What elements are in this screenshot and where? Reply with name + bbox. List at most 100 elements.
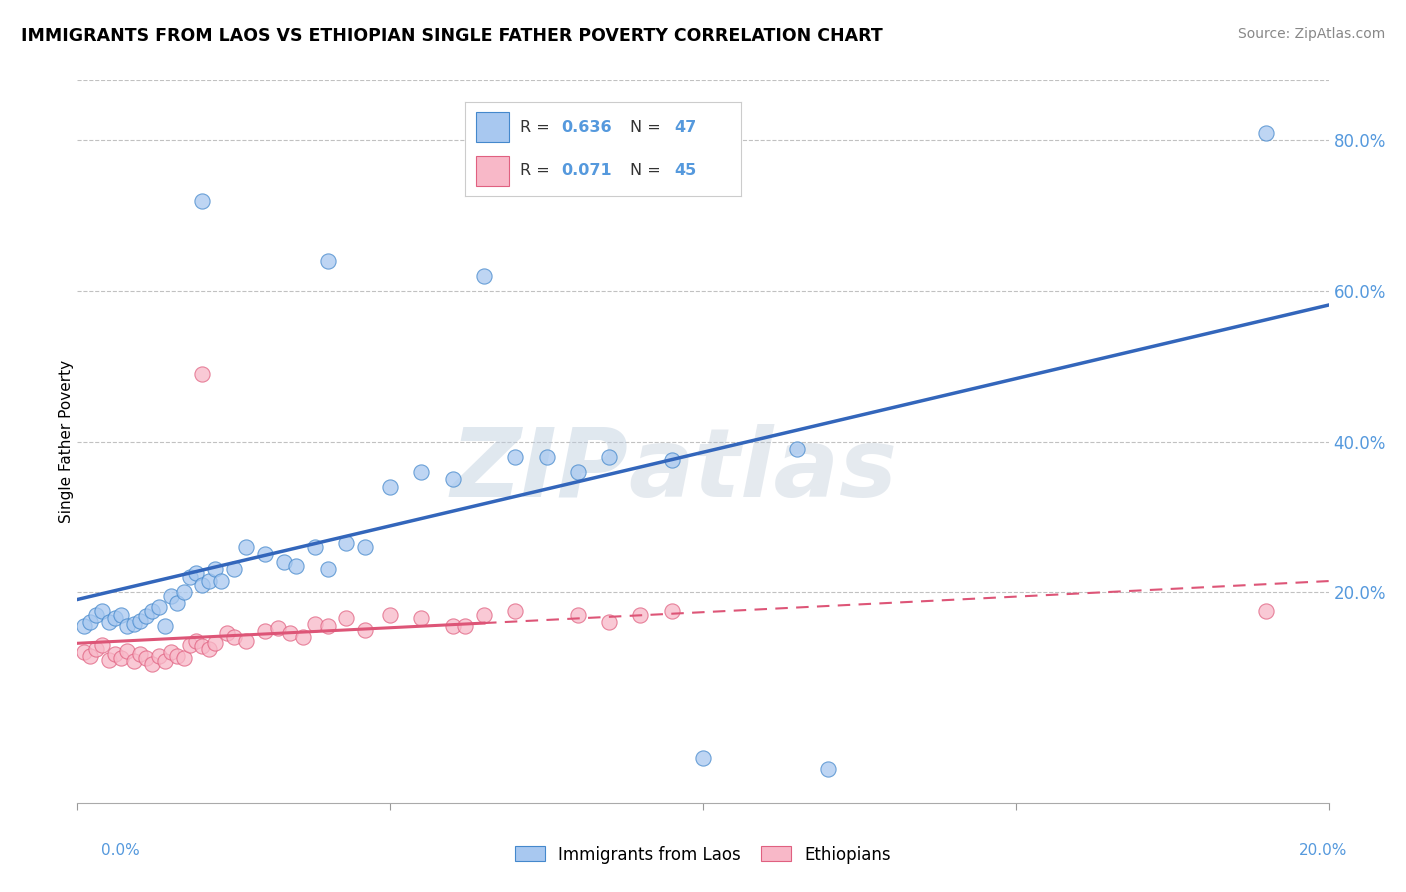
Point: [454, 619, 477, 633]
Point: [291, 630, 314, 644]
Point: [91, 604, 114, 618]
Point: [472, 268, 495, 283]
Point: [97, 653, 120, 667]
Point: [316, 253, 339, 268]
Point: [661, 604, 683, 618]
Point: [204, 636, 226, 650]
Point: [253, 548, 276, 562]
Point: [472, 607, 495, 622]
Text: ZIP: ZIP: [450, 424, 628, 517]
Point: [191, 367, 214, 381]
Point: [567, 607, 589, 622]
Point: [285, 558, 308, 573]
Point: [266, 621, 288, 635]
Point: [135, 651, 157, 665]
Text: IMMIGRANTS FROM LAOS VS ETHIOPIAN SINGLE FATHER POVERTY CORRELATION CHART: IMMIGRANTS FROM LAOS VS ETHIOPIAN SINGLE…: [21, 27, 883, 45]
Point: [153, 619, 176, 633]
Point: [273, 555, 295, 569]
Point: [197, 641, 219, 656]
Point: [505, 450, 527, 464]
Point: [148, 600, 170, 615]
Point: [335, 536, 357, 550]
Point: [630, 607, 652, 622]
Point: [141, 604, 163, 618]
Point: [110, 651, 132, 665]
Point: [129, 614, 152, 628]
Point: [505, 604, 527, 618]
Point: [191, 639, 214, 653]
Point: [84, 607, 107, 622]
Point: [304, 616, 326, 631]
Point: [1254, 604, 1277, 618]
Point: [1254, 126, 1277, 140]
Point: [204, 562, 226, 576]
Point: [411, 465, 433, 479]
Point: [598, 450, 620, 464]
Point: [661, 453, 683, 467]
Point: [354, 623, 377, 637]
Point: [122, 654, 145, 668]
Point: [97, 615, 120, 630]
Point: [304, 540, 326, 554]
Point: [148, 648, 170, 663]
Point: [153, 654, 176, 668]
Text: 0.0%: 0.0%: [101, 843, 141, 858]
Point: [197, 574, 219, 588]
Point: [441, 619, 464, 633]
Point: [411, 611, 433, 625]
Point: [186, 566, 208, 581]
Point: [191, 194, 214, 208]
Point: [72, 645, 94, 659]
Point: [222, 562, 245, 576]
Point: [160, 645, 183, 659]
Point: [692, 750, 714, 764]
Point: [135, 609, 157, 624]
Text: 20.0%: 20.0%: [1299, 843, 1347, 858]
Point: [117, 644, 139, 658]
Point: [129, 647, 152, 661]
Point: [316, 619, 339, 633]
Point: [316, 562, 339, 576]
Point: [817, 762, 839, 776]
Point: [79, 648, 101, 663]
Point: [598, 615, 620, 630]
Point: [91, 638, 114, 652]
Point: [117, 619, 139, 633]
Point: [104, 611, 127, 625]
Point: [335, 611, 357, 625]
Y-axis label: Single Father Poverty: Single Father Poverty: [59, 360, 73, 523]
Point: [536, 450, 558, 464]
Point: [222, 630, 245, 644]
Point: [186, 634, 208, 648]
Point: [166, 596, 188, 610]
Point: [122, 616, 145, 631]
Point: [567, 465, 589, 479]
Point: [141, 657, 163, 671]
Point: [380, 480, 402, 494]
Point: [173, 585, 195, 599]
Point: [354, 540, 377, 554]
Point: [160, 589, 183, 603]
Point: [179, 638, 201, 652]
Point: [179, 570, 201, 584]
Point: [253, 624, 276, 639]
Point: [191, 577, 214, 591]
Point: [278, 626, 301, 640]
Point: [235, 634, 257, 648]
Point: [110, 607, 132, 622]
Text: atlas: atlas: [628, 424, 897, 517]
Legend: Immigrants from Laos, Ethiopians: Immigrants from Laos, Ethiopians: [509, 839, 897, 871]
Point: [217, 626, 239, 640]
Point: [209, 574, 232, 588]
Point: [104, 647, 127, 661]
Point: [79, 615, 101, 630]
Point: [173, 651, 195, 665]
Point: [441, 472, 464, 486]
Point: [72, 619, 94, 633]
Point: [235, 540, 257, 554]
Text: Source: ZipAtlas.com: Source: ZipAtlas.com: [1237, 27, 1385, 41]
Point: [166, 648, 188, 663]
Point: [786, 442, 808, 456]
Point: [84, 641, 107, 656]
Point: [380, 607, 402, 622]
